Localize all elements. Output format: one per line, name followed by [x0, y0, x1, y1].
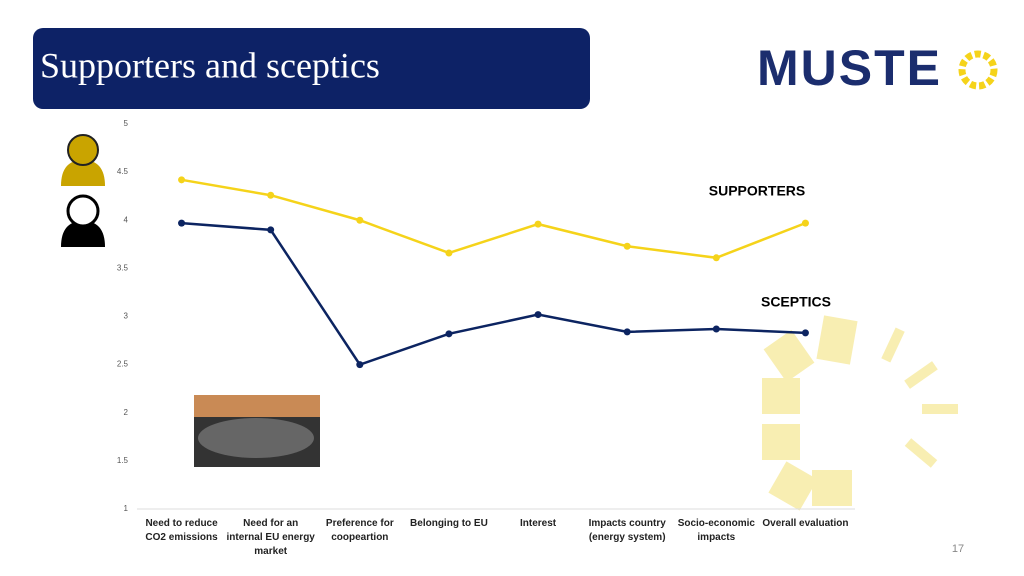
title-box [33, 28, 590, 109]
logo-sun [958, 50, 998, 90]
supporter-icon [61, 134, 105, 186]
data-point [623, 242, 631, 250]
y-tick-label: 2.5 [117, 360, 129, 369]
x-tick-label: Need to reduce CO2 emissions [145, 518, 218, 543]
data-point [445, 249, 453, 257]
data-point [356, 216, 364, 224]
x-tick-label: Belonging to EU [410, 518, 488, 529]
data-point [534, 220, 542, 228]
x-tick-label: Preference for coopeartion [325, 518, 394, 543]
data-point [267, 191, 275, 199]
data-point [178, 219, 186, 227]
sceptic-icon [61, 194, 105, 247]
data-point [712, 325, 720, 333]
data-point [267, 226, 275, 234]
y-tick-label: 1.5 [117, 456, 129, 465]
y-tick-label: 3 [124, 312, 129, 321]
x-tick-label: Interest [520, 518, 557, 529]
y-tick-label: 5 [124, 119, 129, 128]
data-point [534, 311, 542, 319]
series-line [181, 221, 806, 367]
data-point [712, 254, 720, 262]
x-tick-label: Socio-economic impacts [677, 518, 755, 543]
y-tick-label: 3.5 [117, 263, 129, 272]
logo: MUSTE [757, 40, 942, 96]
photo [194, 395, 320, 467]
slide-title: Supporters and sceptics [40, 45, 380, 85]
sun-decoration [762, 315, 958, 511]
series-label: SUPPORTERS [709, 183, 805, 199]
data-point [623, 328, 631, 336]
x-tick-label: Impacts country (energy system) [588, 518, 666, 543]
page-number: 17 [952, 543, 964, 555]
x-tick-label: Need for an internal EU energy market [226, 518, 315, 557]
data-point [801, 329, 809, 337]
x-tick-label: Overall evaluation [762, 518, 849, 529]
y-tick-label: 2 [124, 408, 129, 417]
y-tick-label: 4 [124, 215, 129, 224]
data-point [445, 330, 453, 338]
y-tick-label: 4.5 [117, 167, 129, 176]
series-label: SCEPTICS [761, 294, 831, 310]
y-tick-label: 1 [124, 504, 129, 513]
data-point [801, 219, 809, 227]
data-point [178, 176, 186, 184]
data-point [356, 361, 364, 369]
series-line [181, 178, 806, 260]
